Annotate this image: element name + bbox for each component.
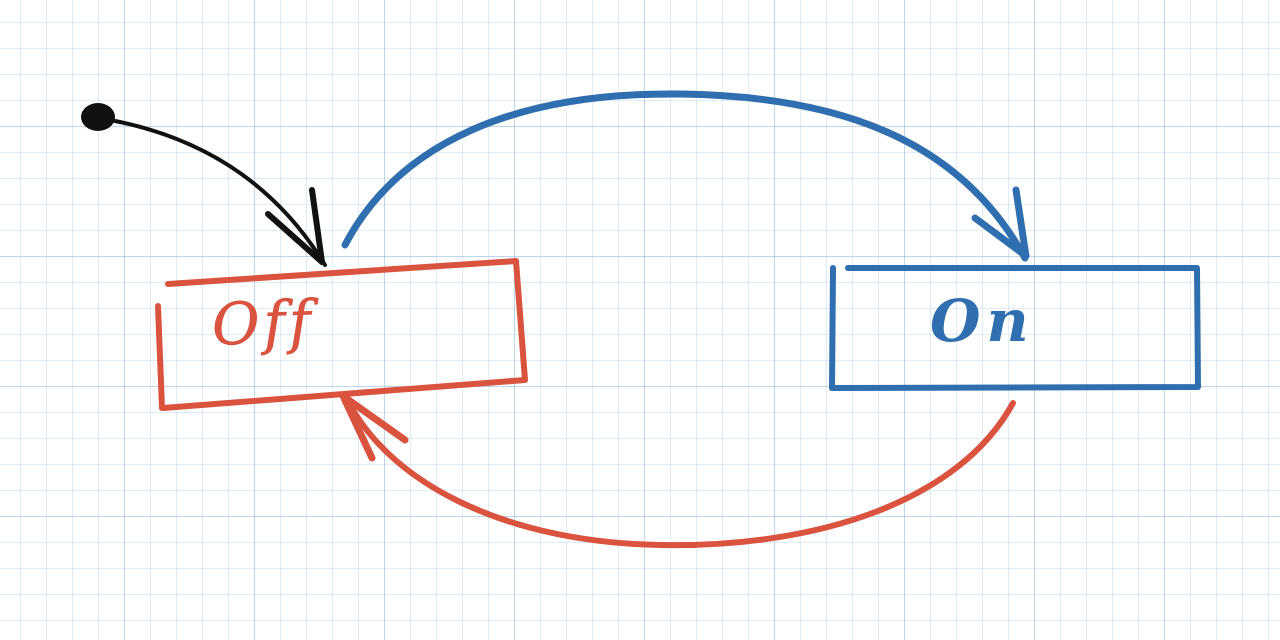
state-on-label: On	[930, 287, 1035, 355]
transition-off-to-on-arrow	[341, 90, 1030, 262]
state-off-box	[155, 258, 528, 411]
state-on-box	[829, 265, 1201, 391]
transition-on-to-off-arrow	[339, 392, 1016, 549]
state-off-label: Off	[210, 287, 316, 359]
initial-transition-arrow	[108, 118, 327, 267]
initial-state-dot	[81, 103, 115, 131]
